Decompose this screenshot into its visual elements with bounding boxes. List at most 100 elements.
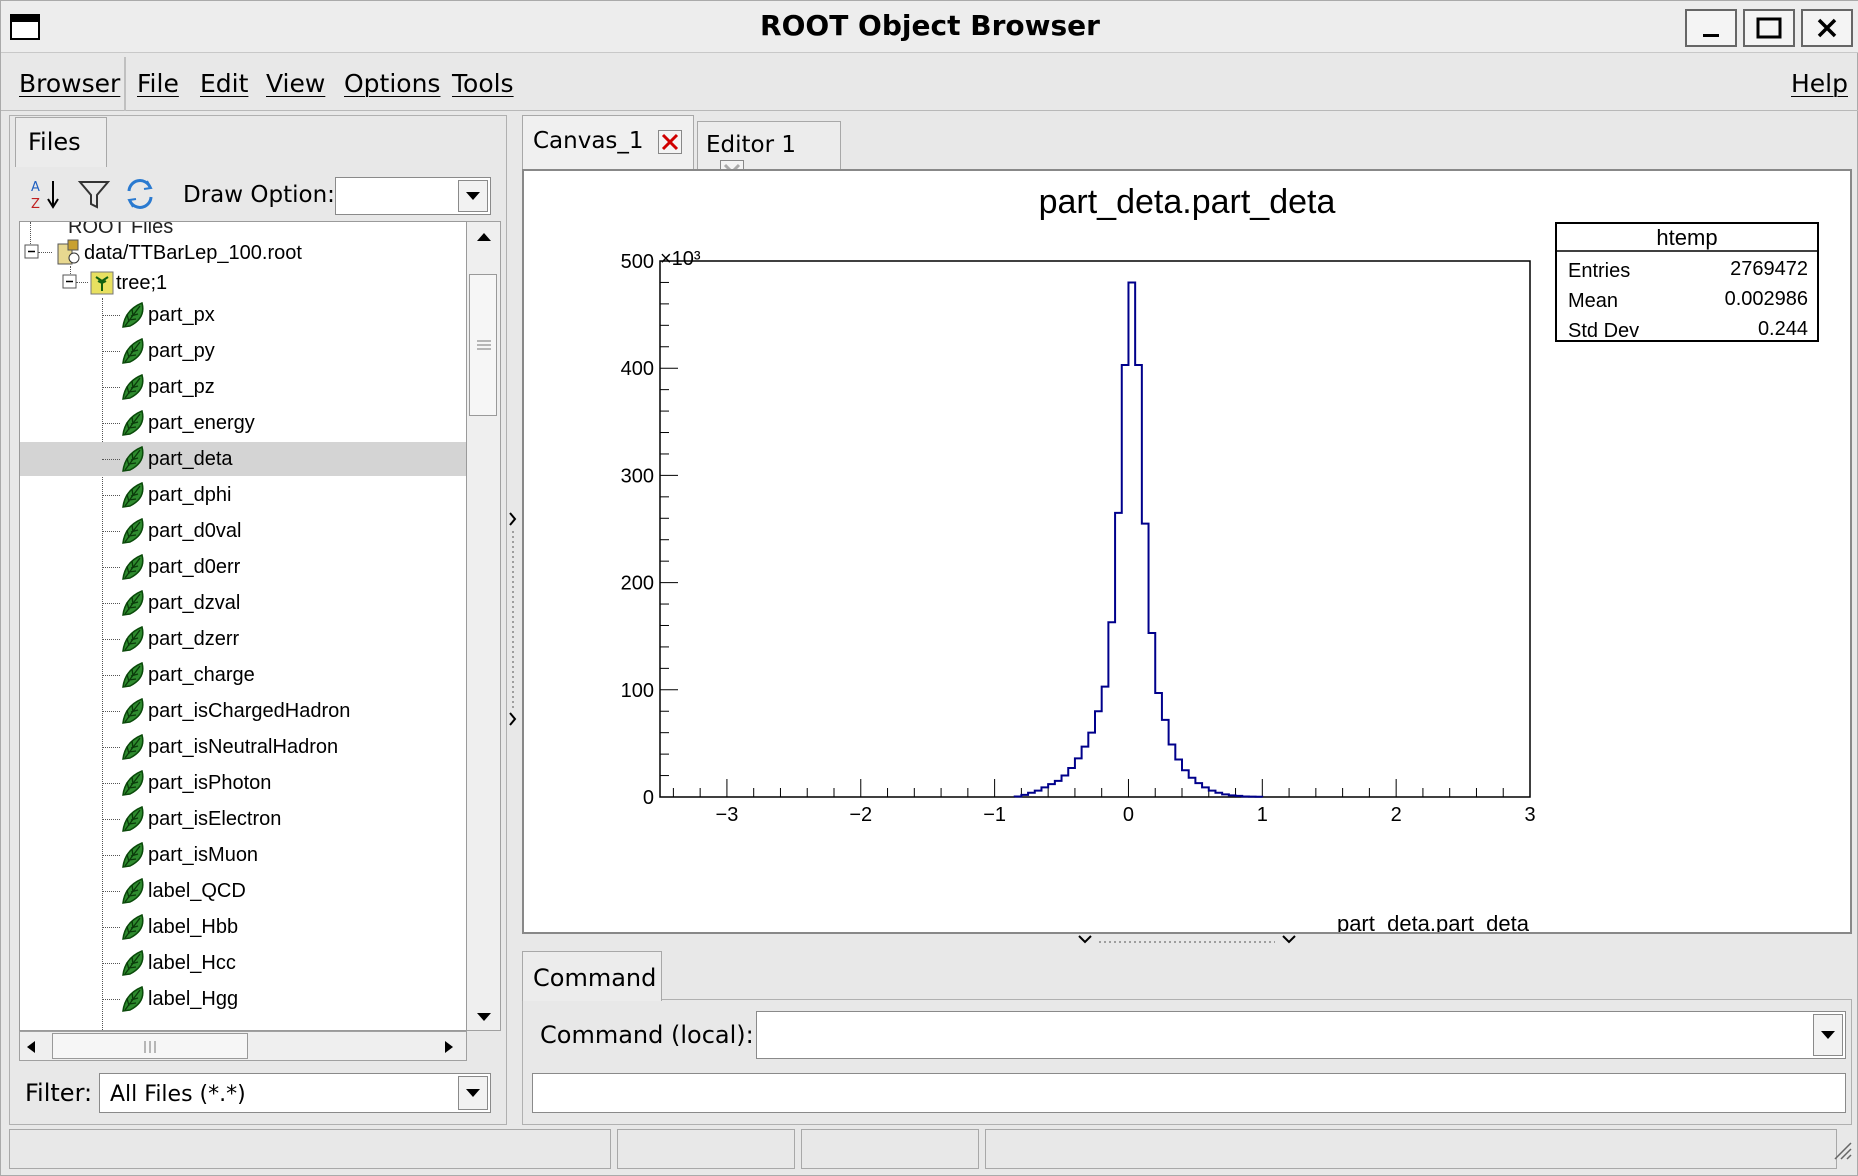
grip-icon [144, 1041, 156, 1053]
filter-row: Filter: All Files (*.*) [19, 1069, 499, 1119]
x-tick-label: −3 [716, 804, 739, 826]
tree-leaf-row[interactable]: part_isMuon [20, 838, 466, 872]
tree-leaf-row[interactable]: part_isPhoton [20, 766, 466, 800]
tree-connector [102, 531, 120, 532]
draw-option-label: Draw Option: [183, 182, 335, 208]
filter-icon[interactable] [77, 177, 111, 211]
tree-leaf-label: part_dzval [148, 592, 241, 614]
tab-canvas[interactable]: Canvas_1 [522, 115, 694, 169]
tree-leaf-row[interactable]: part_charge [20, 658, 466, 692]
scroll-up-icon[interactable] [476, 232, 492, 242]
menu-edit[interactable]: Edit [200, 69, 249, 98]
tree-vertical-scrollbar[interactable] [467, 221, 501, 1031]
tree-leaf-row[interactable]: label_Hbb [20, 910, 466, 944]
tree-leaf-row[interactable]: part_dzerr [20, 622, 466, 656]
menu-browser[interactable]: Browser [19, 69, 121, 98]
tree-leaf-row[interactable]: part_d0val [20, 514, 466, 548]
panel-splitter[interactable] [507, 501, 519, 751]
tbranch-leaf-icon [122, 877, 144, 904]
tree-file-row[interactable]: data/TTBarLep_100.root [20, 236, 466, 270]
tree-tree-row[interactable]: tree;1 [20, 266, 466, 300]
scroll-right-icon[interactable] [444, 1040, 454, 1054]
command-output-field[interactable] [532, 1073, 1846, 1113]
tree-leaf-row[interactable]: part_dzval [20, 586, 466, 620]
close-tab-icon[interactable] [657, 129, 682, 154]
tree-leaf-row[interactable]: part_py [20, 334, 466, 368]
tree-leaf-row[interactable]: part_px [20, 298, 466, 332]
x-tick-label: −2 [849, 804, 872, 826]
tab-editor[interactable]: Editor 1 [697, 121, 841, 184]
menu-bar: Browser File Edit View Options Tools Hel… [1, 57, 1858, 111]
window-menu-icon[interactable] [10, 14, 40, 40]
tree-leaf-row[interactable]: part_isNeutralHadron [20, 730, 466, 764]
scroll-left-icon[interactable] [26, 1040, 36, 1054]
tbranch-leaf-icon [122, 589, 144, 616]
maximize-button[interactable] [1743, 9, 1795, 47]
tab-command-label: Command [533, 964, 657, 992]
tree-leaf-label: part_px [148, 304, 215, 326]
tree-leaf-label: part_dzerr [148, 628, 240, 650]
tree-scroll-thumb[interactable] [469, 274, 497, 416]
refresh-icon[interactable] [123, 177, 157, 211]
tree-leaf-row[interactable]: label_QCD [20, 874, 466, 908]
tree-root-row[interactable]: ROOT Files [20, 222, 466, 244]
tbranch-leaf-icon [122, 985, 144, 1012]
collapse-icon[interactable] [62, 274, 78, 290]
tree-leaf-row[interactable]: part_pz [20, 370, 466, 404]
resize-grip-icon[interactable] [1831, 1139, 1853, 1161]
tab-files[interactable]: Files [15, 117, 107, 167]
tree-leaf-label: part_isChargedHadron [148, 700, 351, 722]
tree-leaf-row[interactable]: part_energy [20, 406, 466, 440]
tree-connector [102, 315, 120, 316]
stats-mean-label: Mean [1568, 290, 1618, 312]
stats-box[interactable]: htemp Entries 2769472 Mean 0.002986 Std … [1555, 222, 1819, 342]
menu-view[interactable]: View [266, 69, 326, 98]
menu-help[interactable]: Help [1791, 69, 1848, 98]
horizontal-splitter-handle[interactable] [1077, 933, 1297, 947]
y-tick-label: 200 [621, 573, 654, 595]
tree-leaf-row[interactable]: part_isChargedHadron [20, 694, 466, 728]
scroll-down-icon[interactable] [476, 1012, 492, 1022]
menu-tools[interactable]: Tools [452, 69, 514, 98]
tree-leaf-label: part_isNeutralHadron [148, 736, 339, 758]
tree-leaf-row[interactable]: label_Hgg [20, 982, 466, 1016]
chevron-down-icon [458, 180, 488, 212]
tbranch-leaf-icon [122, 661, 144, 688]
root-canvas[interactable]: part_deta.part_deta −3 −2 −1 0 1 2 3 0 100 200 300… [522, 169, 1852, 936]
tab-canvas-label: Canvas_1 [533, 128, 644, 154]
filter-combo[interactable]: All Files (*.*) [99, 1073, 491, 1113]
close-button[interactable] [1801, 9, 1853, 47]
grip-icon [477, 340, 491, 350]
menu-file[interactable]: File [137, 69, 179, 98]
title-bar: ROOT Object Browser [1, 1, 1858, 53]
command-input[interactable] [756, 1011, 1846, 1059]
minimize-button[interactable] [1685, 9, 1737, 47]
sort-az-icon[interactable]: A Z [29, 177, 63, 211]
tree-leaf-label: label_Hbb [148, 916, 239, 938]
tbranch-leaf-icon [122, 373, 144, 400]
tree-leaf-row[interactable]: part_isElectron [20, 802, 466, 836]
menu-options[interactable]: Options [344, 69, 441, 98]
chevron-down-icon [458, 1076, 488, 1110]
tree-connector [102, 783, 120, 784]
y-multiplier: ×10³ [660, 248, 701, 270]
tree-connector [102, 567, 120, 568]
collapse-icon[interactable] [24, 244, 40, 260]
tree-horizontal-scrollbar[interactable] [19, 1031, 467, 1061]
histogram-line [1013, 281, 1264, 798]
tab-command[interactable]: Command [522, 951, 662, 1001]
tbranch-leaf-icon [122, 337, 144, 364]
tree-hscroll-thumb[interactable] [52, 1033, 248, 1059]
tree-leaf-row[interactable]: part_deta [20, 442, 466, 476]
tree-leaf-row[interactable]: part_d0err [20, 550, 466, 584]
window-title: ROOT Object Browser [760, 9, 1100, 42]
filter-label: Filter: [25, 1079, 93, 1107]
tree-leaf-label: label_Hgg [148, 988, 239, 1010]
command-label: Command (local): [540, 1021, 754, 1049]
chart-title: part_deta.part_deta [1039, 183, 1336, 221]
draw-option-combo[interactable] [335, 177, 491, 215]
tree-leaf-row[interactable]: part_dphi [20, 478, 466, 512]
file-tree[interactable]: ROOT Files data/TTBarLep_100.root [19, 221, 467, 1031]
tree-leaf-row[interactable]: label_Hcc [20, 946, 466, 980]
